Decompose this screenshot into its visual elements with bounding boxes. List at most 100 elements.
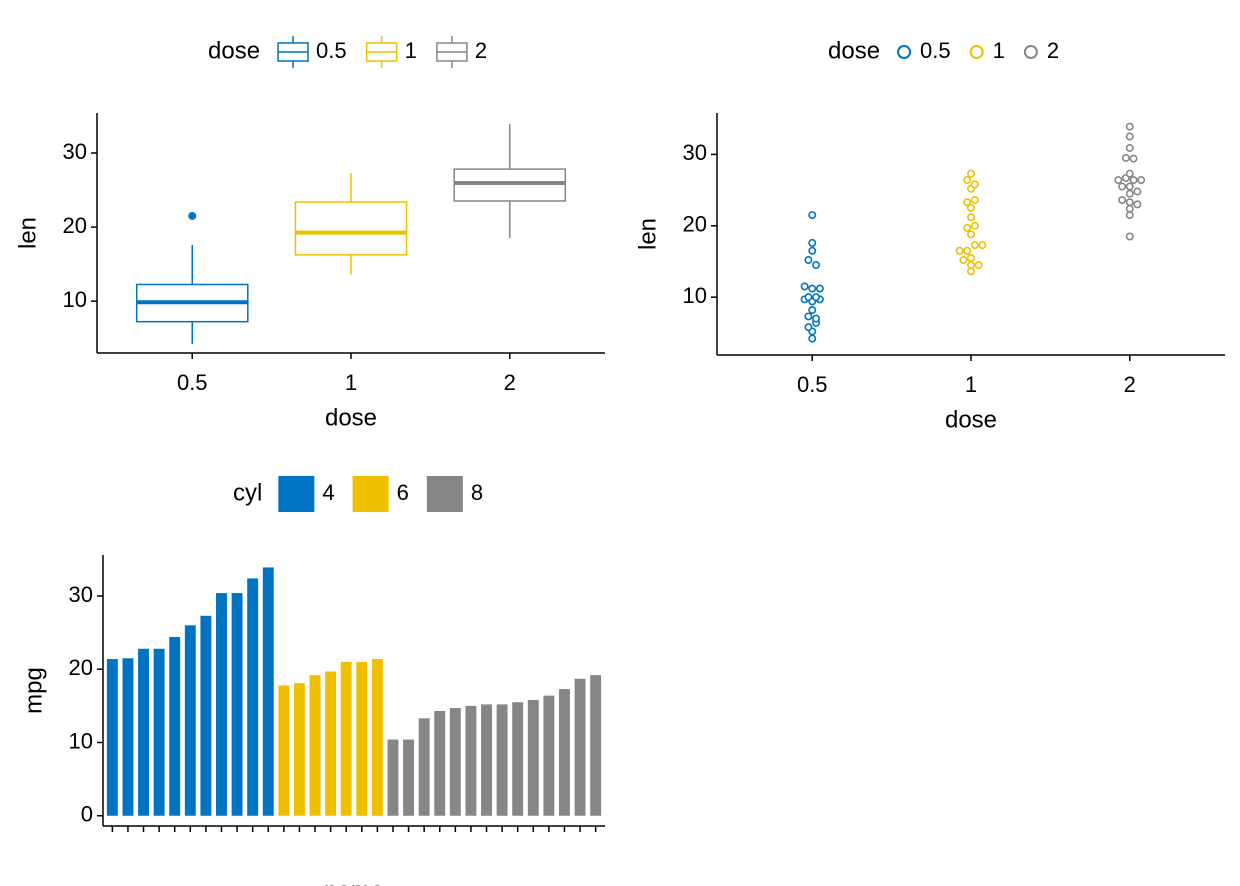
dot: [970, 196, 979, 205]
dot: [1125, 132, 1134, 141]
dot: [808, 211, 817, 220]
bar: [153, 648, 165, 816]
legend-label: 0.5: [920, 38, 951, 63]
bar: [106, 659, 118, 816]
dot: [1129, 176, 1138, 185]
dot: [966, 213, 975, 222]
dot: [1133, 200, 1142, 209]
dot: [1125, 189, 1134, 198]
dot: [1125, 182, 1134, 191]
y-tick-label: 20: [683, 212, 707, 237]
dot: [808, 334, 817, 343]
box: [453, 168, 567, 202]
bar: [465, 705, 477, 816]
legend-label: 4: [322, 480, 334, 505]
bar: [496, 704, 508, 816]
dot: [815, 284, 824, 293]
dot: [1125, 204, 1134, 213]
x-tick-label: 2: [504, 370, 516, 395]
dot: [963, 223, 972, 232]
bar: [356, 661, 368, 816]
dot: [1125, 122, 1134, 131]
bar: [434, 711, 446, 816]
dot: [963, 176, 972, 185]
dot: [812, 261, 821, 270]
dot: [1118, 182, 1127, 191]
dot: [804, 256, 813, 265]
x-axis-title: dose: [945, 406, 997, 433]
bar: [138, 648, 149, 816]
box: [294, 201, 408, 256]
bar: [527, 700, 539, 816]
legend-key: [426, 476, 463, 512]
dot: [963, 246, 972, 255]
dot: [808, 246, 817, 255]
dot: [1125, 211, 1134, 220]
x-axis-title: dose: [325, 404, 377, 431]
bar: [590, 675, 602, 816]
x-tick-label: 1: [345, 370, 357, 395]
dot: [1129, 154, 1138, 163]
dot: [978, 241, 987, 250]
dot: [1137, 176, 1146, 185]
dot: [1125, 198, 1134, 207]
dot: [966, 203, 975, 212]
legend-key: [1023, 45, 1038, 59]
bar: [309, 675, 321, 816]
bar: [449, 708, 461, 816]
bar: [247, 578, 259, 816]
dot: [966, 169, 975, 178]
dot: [808, 306, 817, 315]
dot: [1133, 187, 1142, 196]
y-tick-label: 10: [69, 728, 93, 753]
legend-label: 2: [1047, 38, 1059, 63]
dot: [804, 323, 813, 332]
x-tick-label: 0.5: [797, 372, 828, 397]
bar: [418, 718, 430, 816]
legend-key: [897, 45, 912, 59]
bar: [403, 739, 415, 816]
bar: [216, 593, 227, 816]
dot: [812, 314, 821, 323]
y-tick-label: 20: [63, 213, 87, 238]
y-tick-label: 30: [63, 139, 87, 164]
dot: [966, 230, 975, 239]
legend-title: dose: [208, 37, 260, 64]
legend-key: [278, 476, 315, 512]
y-tick-label: 30: [69, 582, 93, 607]
bar: [293, 683, 305, 816]
y-axis-title: len: [634, 218, 661, 250]
legend-label: 2: [475, 38, 487, 63]
x-tick-label: 0.5: [177, 370, 208, 395]
legend-key: [352, 476, 389, 512]
bar: [262, 567, 274, 816]
legend-key: [969, 45, 984, 59]
dot: [963, 198, 972, 207]
bar: [543, 695, 555, 816]
dot: [1114, 176, 1123, 185]
bar: [512, 702, 524, 816]
legend-label: 1: [993, 38, 1005, 63]
dot: [966, 253, 975, 262]
bar: [371, 659, 383, 816]
y-tick-label: 20: [69, 655, 93, 680]
bar: [325, 671, 337, 816]
legend-label: 0.5: [316, 38, 347, 63]
bar: [200, 615, 212, 816]
dot: [804, 293, 813, 302]
dot: [800, 282, 809, 291]
y-tick-label: 0: [81, 802, 93, 827]
bar: [122, 658, 134, 816]
dot: [959, 256, 968, 265]
y-axis-title: mpg: [20, 667, 47, 714]
legend-label: 8: [471, 480, 483, 505]
dot: [970, 180, 979, 189]
legend-label: 1: [405, 38, 417, 63]
dot: [970, 241, 979, 250]
legend-title: dose: [828, 37, 880, 64]
dot: [1125, 143, 1134, 152]
bar: [231, 593, 243, 816]
bar: [574, 678, 586, 816]
y-tick-label: 10: [683, 283, 707, 308]
